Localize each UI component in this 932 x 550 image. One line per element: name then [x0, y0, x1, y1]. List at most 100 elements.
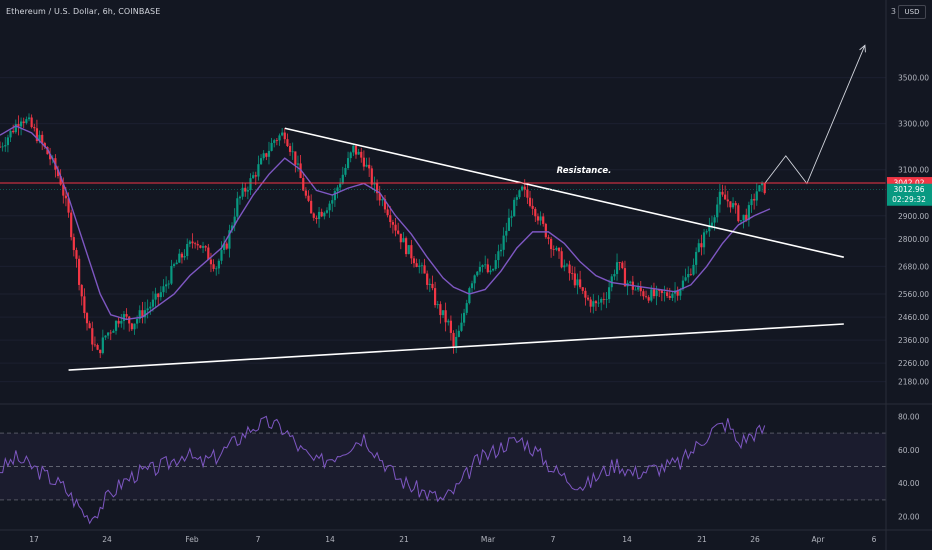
currency-button[interactable]: USD	[898, 5, 926, 19]
candle-body	[170, 265, 173, 284]
candle-body	[328, 203, 331, 211]
candle-body	[597, 302, 600, 304]
candle-body	[307, 195, 310, 201]
candle-body	[666, 292, 669, 296]
candle-body	[663, 292, 666, 294]
candle-body	[201, 246, 205, 248]
candle-body	[426, 273, 429, 285]
candle-body	[99, 349, 102, 354]
candle-body	[441, 310, 445, 316]
candle-body	[194, 243, 197, 245]
candle-body	[399, 233, 402, 243]
candle-body	[346, 158, 350, 169]
y-tick-label: 3300.00	[898, 120, 929, 129]
candle-body	[655, 290, 658, 297]
candle-body	[9, 130, 12, 138]
candle-body	[436, 304, 439, 306]
candle-body	[151, 299, 155, 307]
candle-body	[370, 168, 373, 185]
candle-body	[602, 298, 605, 300]
price-label-box	[887, 177, 932, 189]
candle-body	[136, 319, 139, 324]
candle-body	[563, 265, 566, 268]
candle-body	[739, 220, 743, 222]
y-tick-label: 2180.00	[898, 378, 929, 387]
candle-body	[72, 237, 75, 251]
price-label: 3042.02	[893, 179, 924, 188]
candle-body	[755, 191, 758, 201]
candle-body	[117, 320, 120, 324]
candle-body	[178, 253, 181, 263]
candle-body	[497, 251, 500, 261]
candle-body	[312, 213, 315, 218]
candle-body	[560, 251, 563, 268]
candle-body	[167, 283, 170, 285]
candle-body	[357, 151, 360, 155]
candle-body	[368, 164, 371, 169]
x-tick-label: 21	[697, 535, 707, 544]
candle-body	[215, 268, 218, 270]
candle-body	[199, 245, 202, 248]
candle-body	[571, 273, 574, 275]
candle-body	[320, 211, 323, 217]
candle-body	[259, 158, 263, 165]
candle-body	[650, 289, 653, 301]
candle-body	[267, 150, 271, 157]
candle-body	[349, 152, 352, 159]
candle-body	[687, 274, 690, 278]
candle-body	[283, 132, 286, 140]
candle-body	[679, 289, 682, 296]
candle-body	[492, 268, 495, 271]
candle-body	[505, 230, 508, 236]
rsi-panel	[0, 403, 932, 525]
candle-body	[431, 283, 434, 289]
countdown-label: 02:29:32	[892, 195, 926, 204]
candle-body	[565, 264, 569, 266]
candle-body	[531, 205, 534, 209]
candle-body	[88, 323, 91, 329]
candle-body	[608, 287, 611, 300]
candle-body	[64, 195, 68, 199]
candle-body	[515, 197, 518, 200]
candle-body	[737, 205, 740, 222]
candle-body	[407, 245, 410, 255]
candle-body	[729, 201, 732, 208]
candle-body	[310, 200, 313, 214]
candle-body	[389, 215, 392, 223]
candle-body	[600, 298, 603, 303]
candle-body	[394, 224, 397, 231]
candle-body	[568, 264, 571, 274]
candle-body	[262, 153, 265, 159]
candle-body	[35, 128, 39, 142]
candle-body	[6, 137, 10, 146]
candle-body	[660, 290, 663, 294]
candle-body	[217, 260, 220, 269]
candle-body	[647, 297, 650, 301]
x-tick-label: 7	[256, 535, 261, 544]
candle-body	[579, 279, 582, 288]
candle-body	[78, 258, 81, 285]
candle-body	[230, 225, 234, 231]
candle-body	[478, 266, 482, 272]
candle-body	[302, 178, 305, 191]
candle-body	[391, 222, 394, 225]
candle-body	[523, 186, 526, 190]
candle-body	[684, 277, 687, 281]
candle-body	[96, 344, 99, 350]
candle-body	[433, 288, 437, 306]
candle-body	[473, 275, 476, 284]
candle-body	[576, 279, 579, 286]
candle-body	[273, 140, 276, 143]
candle-body	[315, 217, 318, 220]
x-tick-label: 14	[325, 535, 335, 544]
candle-body	[637, 287, 640, 290]
candle-body	[172, 264, 176, 266]
candle-body	[233, 216, 236, 226]
candle-body	[114, 320, 118, 331]
candle-body	[41, 134, 44, 144]
price-label: 3012.96	[893, 185, 924, 194]
candle-body	[238, 196, 242, 199]
candle-body	[109, 332, 112, 334]
candle-body	[697, 243, 700, 252]
